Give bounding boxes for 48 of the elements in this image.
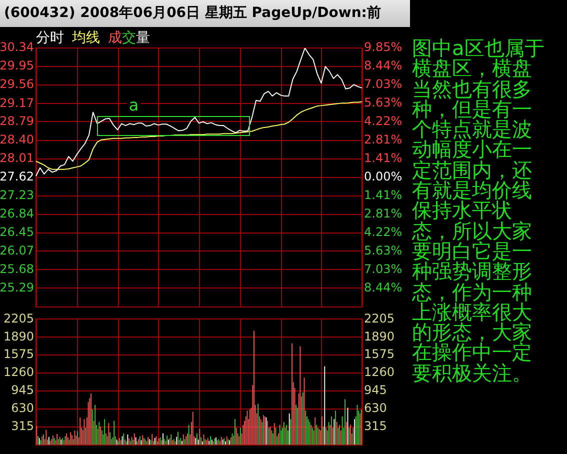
y-tick-label: 28.01 [0,150,34,165]
text: 均线 [72,30,100,46]
y-tick-label: 29.95 [0,58,34,73]
y-tick-label: 26.07 [0,243,34,258]
y-tick-label: 25.29 [0,280,34,294]
y-tick-label: 630 [11,401,34,416]
y-tick-label: 29.17 [0,96,34,110]
y-tick-label: 26.84 [0,206,34,221]
y-tick-label: 28.79 [0,114,34,128]
y2-tick-label: 8.44% [364,280,402,294]
y-tick-label: 1260 [3,365,34,380]
y-tick-label: 27.23 [0,188,34,202]
y2-tick-label: 1.41% [364,188,402,202]
y2-tick-label: 9.85% [364,40,402,54]
y-tick-label: 30.34 [0,40,34,54]
text: 成交量 [108,30,150,46]
y2-tick-label: 2.81% [364,132,402,147]
y-tick-label: 29.56 [0,77,34,92]
y2-tick-label: 5.63% [364,96,402,110]
y-tick-label: 1890 [3,329,34,344]
y2-tick-label: 945 [364,383,387,398]
y2-tick-label: 1890 [364,329,395,344]
text: 图中a区也属于横盘区，横盘当然也有很多种，但是有一个特点就是波动幅度小在一定范围内，还有就是均价线保持水平状态，所以大家要明白它是一种强势调整形态，作为一种上涨概率很大的形态，大家在操作中一定要积极关注。 [412,36,544,385]
y2-tick-label: 8.44% [364,58,402,73]
y-tick-label: 945 [11,383,34,398]
y-tick-label: 2205 [3,311,34,326]
y2-tick-label: 1260 [364,365,395,380]
y2-tick-label: 7.03% [364,262,402,276]
y2-tick-label: 630 [364,401,387,416]
annotation: a [128,96,139,115]
y-tick-label: 28.40 [0,132,34,146]
y2-tick-label: 2205 [364,311,395,326]
y-tick-label: 1575 [3,347,34,362]
y2-tick-label: 0.00% [364,170,402,184]
y2-tick-label: 2.81% [364,206,402,220]
y-tick-label: 27.62 [0,170,34,184]
chart-title: (600432) 2008年06月06日 星期五 PageUp/Down:前 [0,0,410,27]
y-tick-label: 25.68 [0,262,34,276]
y-tick-label: 26.45 [0,225,34,240]
y-tick-label: 315 [11,418,34,433]
y2-tick-label: 4.22% [364,224,402,239]
y2-tick-label: 7.03% [364,77,402,92]
y2-tick-label: 4.22% [364,114,402,128]
y2-tick-label: 315 [364,418,387,433]
y2-tick-label: 1575 [364,347,395,362]
y2-tick-label: 1.41% [364,151,402,165]
chart-subtitle: 分时 [36,30,64,46]
y2-tick-label: 5.63% [364,243,402,258]
